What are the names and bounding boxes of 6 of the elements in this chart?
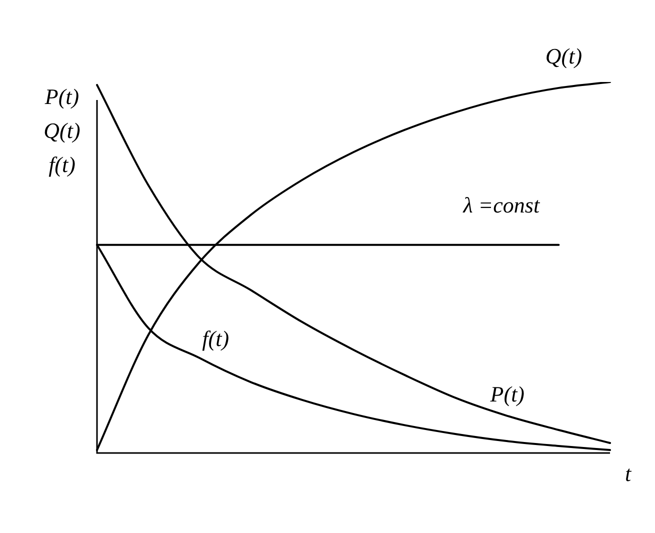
series-label: λ =const [462,192,540,218]
series-label: P(t) [489,382,524,407]
series-label: Q(t) [545,44,582,69]
y-axis-title: P(t) Q(t) f(t) [44,84,80,177]
series-label: f(t) [202,326,230,351]
x-axis-title: t [624,460,632,486]
